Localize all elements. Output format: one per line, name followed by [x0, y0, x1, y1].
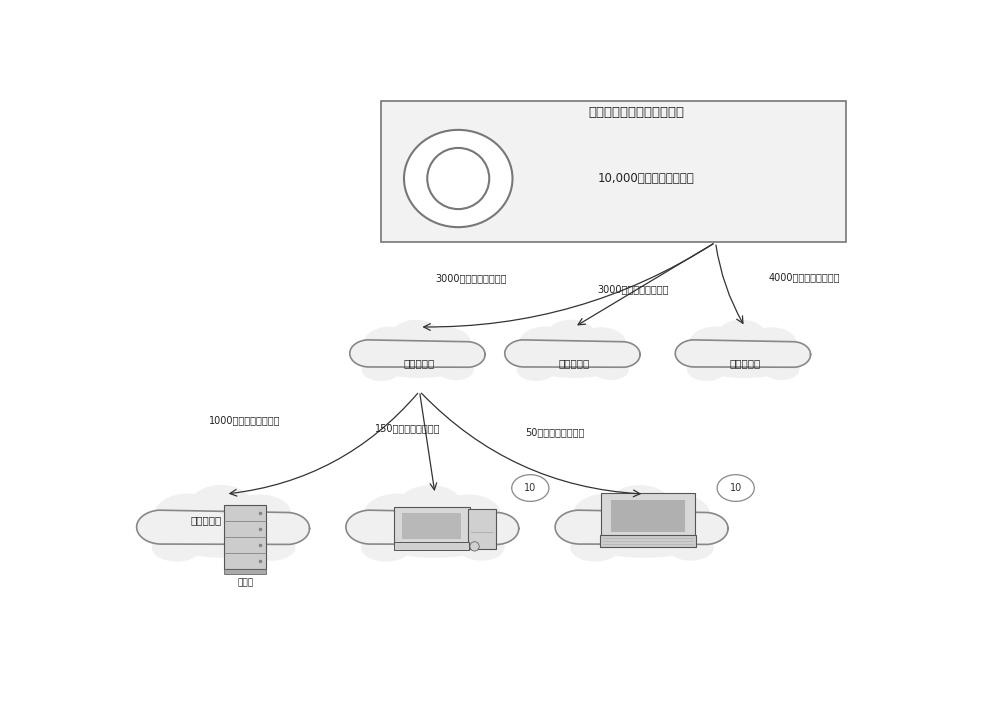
Ellipse shape	[346, 510, 396, 544]
Ellipse shape	[689, 326, 742, 360]
Ellipse shape	[404, 130, 513, 227]
Ellipse shape	[249, 534, 295, 561]
Ellipse shape	[689, 340, 801, 378]
FancyBboxPatch shape	[381, 100, 846, 243]
Ellipse shape	[364, 510, 506, 558]
FancyBboxPatch shape	[394, 542, 469, 550]
Text: 服务器: 服务器	[237, 578, 253, 587]
Ellipse shape	[593, 359, 629, 380]
Ellipse shape	[646, 495, 710, 534]
Ellipse shape	[746, 327, 797, 359]
Ellipse shape	[364, 326, 417, 360]
Ellipse shape	[570, 534, 620, 562]
Ellipse shape	[421, 327, 471, 359]
Ellipse shape	[687, 358, 726, 381]
Ellipse shape	[362, 358, 401, 381]
Circle shape	[512, 474, 549, 501]
Text: 云工作节点: 云工作节点	[400, 516, 431, 526]
Ellipse shape	[505, 340, 544, 367]
FancyBboxPatch shape	[611, 500, 685, 532]
Ellipse shape	[228, 495, 292, 534]
Text: 150分钟动画模型渲染: 150分钟动画模型渲染	[375, 424, 441, 433]
Text: 3000分钟动画模型渲染: 3000分钟动画模型渲染	[598, 284, 669, 295]
FancyBboxPatch shape	[224, 505, 266, 569]
Text: 10,000分钟动画模型渲染: 10,000分钟动画模型渲染	[598, 172, 694, 185]
FancyBboxPatch shape	[224, 569, 266, 575]
Ellipse shape	[263, 513, 310, 544]
Ellipse shape	[573, 510, 716, 558]
Ellipse shape	[576, 327, 626, 359]
Text: 3000分钟动画模型渲染: 3000分钟动画模型渲染	[435, 274, 507, 284]
Text: 10: 10	[524, 483, 536, 493]
Text: 云工作节点: 云工作节点	[191, 516, 222, 526]
Text: 50分钟动画模型渲染: 50分钟动画模型渲染	[525, 427, 585, 438]
Ellipse shape	[675, 340, 714, 367]
Ellipse shape	[350, 340, 389, 367]
Ellipse shape	[361, 534, 411, 562]
Ellipse shape	[682, 513, 728, 544]
Ellipse shape	[716, 320, 767, 353]
Ellipse shape	[517, 358, 556, 381]
Ellipse shape	[555, 510, 605, 544]
Ellipse shape	[774, 342, 811, 367]
Ellipse shape	[364, 340, 475, 378]
Ellipse shape	[763, 359, 799, 380]
Ellipse shape	[519, 326, 572, 360]
FancyBboxPatch shape	[468, 508, 496, 549]
Ellipse shape	[154, 494, 222, 535]
Ellipse shape	[546, 320, 596, 353]
Ellipse shape	[604, 342, 640, 367]
FancyBboxPatch shape	[601, 493, 695, 539]
FancyBboxPatch shape	[600, 535, 696, 547]
Text: 云控制节点: 云控制节点	[729, 359, 761, 368]
Ellipse shape	[438, 359, 474, 380]
Ellipse shape	[470, 542, 479, 551]
Ellipse shape	[573, 494, 641, 535]
Ellipse shape	[472, 513, 519, 544]
FancyBboxPatch shape	[394, 507, 470, 546]
Ellipse shape	[519, 340, 630, 378]
Circle shape	[717, 474, 754, 501]
Ellipse shape	[427, 148, 489, 209]
Ellipse shape	[458, 534, 505, 561]
Text: 大规模云节点服务中心平台: 大规模云节点服务中心平台	[588, 106, 684, 119]
Ellipse shape	[667, 534, 714, 561]
Ellipse shape	[364, 494, 431, 535]
Text: 云控制节点: 云控制节点	[404, 359, 435, 368]
Ellipse shape	[152, 534, 202, 562]
Text: 10: 10	[730, 483, 742, 493]
Ellipse shape	[391, 320, 441, 353]
Ellipse shape	[398, 485, 463, 526]
Text: 4000分钟动画模型渲染: 4000分钟动画模型渲染	[768, 271, 840, 282]
Ellipse shape	[437, 495, 501, 534]
Ellipse shape	[189, 485, 253, 526]
FancyBboxPatch shape	[402, 513, 461, 539]
Ellipse shape	[608, 485, 672, 526]
Text: 云工作节点: 云工作节点	[609, 516, 640, 526]
Text: 1000分钟动画模型渲染: 1000分钟动画模型渲染	[209, 415, 281, 425]
Ellipse shape	[449, 342, 485, 367]
Ellipse shape	[137, 510, 187, 544]
Ellipse shape	[154, 510, 297, 558]
Text: 云控制节点: 云控制节点	[559, 359, 590, 368]
